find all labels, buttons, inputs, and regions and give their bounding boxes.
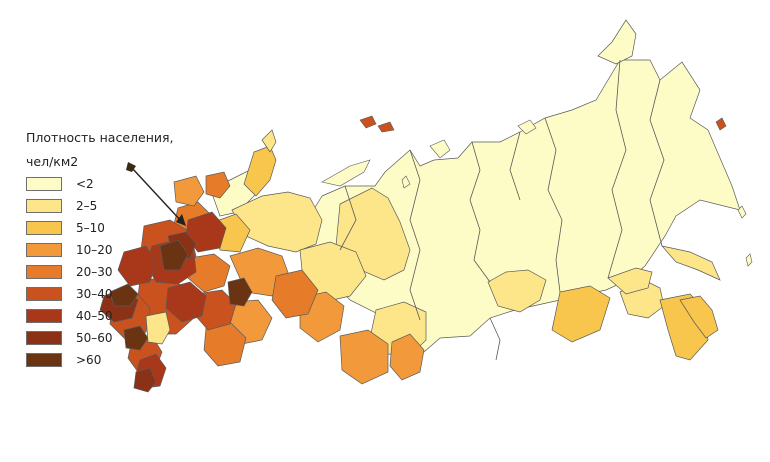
legend-item: 30–40 [26, 283, 113, 305]
legend-swatch [26, 353, 62, 367]
region-altai [339, 329, 389, 385]
region-kola-north [261, 129, 277, 153]
border-yakutia-west [469, 141, 491, 283]
region-kamchatka-south [661, 245, 721, 281]
island-kara-sea [401, 175, 411, 189]
region-sakhalin [679, 295, 719, 339]
legend-swatch [26, 287, 62, 301]
legend-label: 20–30 [76, 265, 113, 279]
legend-swatch [26, 265, 62, 279]
legend-label: 50–60 [76, 331, 113, 345]
legend-label: <2 [76, 177, 94, 191]
region-kalmykia [145, 311, 171, 345]
moscow-pointer-arrow [126, 162, 186, 226]
region-penza [165, 281, 207, 323]
map-regions [99, 19, 741, 393]
island-kuril-north [745, 253, 753, 267]
region-chuvashia [227, 277, 253, 307]
region-adygea [109, 283, 139, 307]
legend-item: >60 [26, 349, 113, 371]
region-kola-south [205, 171, 231, 199]
region-khabarovsk-south [607, 267, 653, 295]
arrow-shaft [131, 167, 183, 223]
legend-item: 2–5 [26, 195, 113, 217]
legend-label: 10–20 [76, 243, 113, 257]
island-severnaya-zemlya [429, 139, 451, 159]
island-wrangel [715, 117, 727, 131]
islands [321, 115, 753, 267]
arrow-tail [126, 162, 136, 172]
legend-item: 5–10 [26, 217, 113, 239]
border-yamal [339, 185, 357, 251]
legend-label: >60 [76, 353, 102, 367]
region-irkutsk [487, 269, 547, 313]
legend-item: 50–60 [26, 327, 113, 349]
region-chukotka-north [597, 19, 637, 65]
legend-item: 10–20 [26, 239, 113, 261]
region-sverdlovsk [271, 269, 319, 319]
legend-swatch [26, 309, 62, 323]
legend-swatch [26, 243, 62, 257]
legend-title: Плотность населения, [26, 130, 174, 145]
region-zabaykalsky [551, 285, 611, 343]
border-krasnoyarsk-yakutia [409, 149, 421, 321]
island-novaya-zemlya [321, 159, 371, 187]
region-chechnya [123, 325, 149, 351]
border-buryatia [489, 317, 501, 361]
legend-item: <2 [26, 173, 113, 195]
legend-swatch [26, 331, 62, 345]
arrow-head [176, 214, 186, 226]
region-komi [231, 191, 323, 253]
region-smolensk [117, 245, 157, 287]
island-franz-josef-2 [377, 121, 395, 133]
legend-swatch [26, 221, 62, 235]
region-north-ossetia [133, 367, 157, 393]
region-kola [243, 145, 277, 197]
island-commander [737, 205, 747, 219]
internal-borders [339, 59, 665, 361]
legend-label: 5–10 [76, 221, 105, 235]
region-siberia-far-east [299, 59, 741, 353]
legend-label: 40–50 [76, 309, 113, 323]
region-kirov [187, 253, 231, 293]
island-franz-josef-1 [359, 115, 377, 129]
legend-label: 30–40 [76, 287, 113, 301]
border-yakutia-east [544, 117, 563, 293]
island-novosibirsk [517, 119, 537, 135]
region-moscow [159, 239, 189, 271]
legend-swatch [26, 177, 62, 191]
region-kemerovo [389, 333, 425, 381]
region-leningrad [173, 175, 205, 207]
legend-swatch [26, 199, 62, 213]
legend-item: 20–30 [26, 261, 113, 283]
legend: <2 2–5 5–10 10–20 20–30 30–40 40–50 50–6… [26, 173, 113, 371]
legend-unit: чел/км2 [26, 154, 79, 169]
legend-item: 40–50 [26, 305, 113, 327]
legend-label: 2–5 [76, 199, 98, 213]
border-magadan [607, 59, 627, 279]
border-taimyr [509, 131, 521, 201]
border-chukotka-kamchatka [649, 79, 665, 247]
